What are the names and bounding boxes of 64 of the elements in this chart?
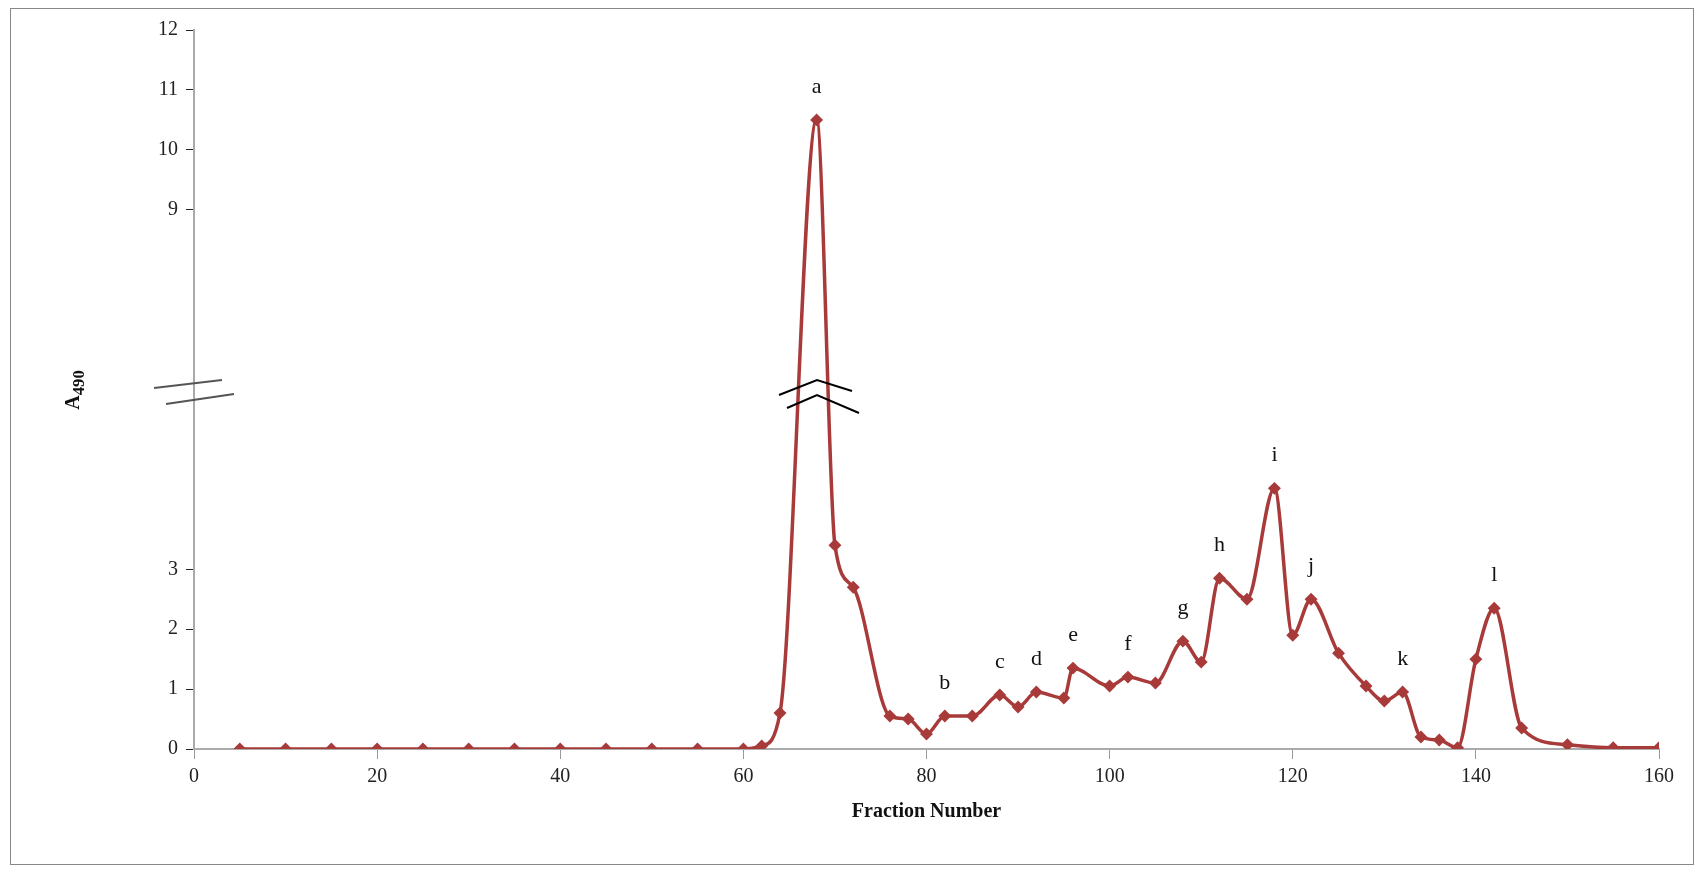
annotation: k xyxy=(1397,644,1409,670)
point xyxy=(1103,680,1116,692)
annotation: j xyxy=(1307,551,1315,577)
annotation: b xyxy=(939,668,951,694)
point xyxy=(1149,677,1162,689)
y-tick-label: 12 xyxy=(158,17,178,40)
point xyxy=(1268,482,1281,495)
point xyxy=(1360,680,1372,692)
x-tick-label: 60 xyxy=(733,764,754,787)
point xyxy=(1213,572,1226,584)
y-tick-label: 1 xyxy=(168,676,178,699)
point xyxy=(829,539,841,552)
point xyxy=(1470,653,1482,665)
point xyxy=(1030,686,1043,698)
point xyxy=(1012,701,1024,713)
point xyxy=(1415,731,1427,743)
y-tick-label: 9 xyxy=(168,197,178,219)
annotation: e xyxy=(1068,620,1078,646)
x-tick-label: 120 xyxy=(1277,764,1308,787)
y-tick-label: 2 xyxy=(168,616,178,639)
annotation: i xyxy=(1271,441,1278,467)
point xyxy=(1287,629,1299,641)
point xyxy=(939,710,951,722)
point xyxy=(1067,662,1079,674)
y-tick-label: 10 xyxy=(158,137,178,160)
annotation: f xyxy=(1124,629,1133,655)
point xyxy=(774,707,786,719)
point xyxy=(920,728,933,740)
x-tick-label: 0 xyxy=(189,764,199,787)
point xyxy=(1488,602,1500,614)
annotation: l xyxy=(1491,560,1498,586)
point xyxy=(1195,656,1207,668)
x-tick-label: 100 xyxy=(1094,764,1125,787)
annotation: a xyxy=(811,72,822,98)
point xyxy=(1332,647,1345,659)
x-tick-label: 80 xyxy=(916,764,937,787)
point xyxy=(1433,734,1445,746)
x-tick-label: 140 xyxy=(1460,764,1491,787)
point xyxy=(1177,635,1189,647)
y-tick-label: 0 xyxy=(168,736,178,759)
point xyxy=(1058,692,1070,704)
point xyxy=(966,710,979,722)
point xyxy=(1241,593,1253,605)
x-tick-label: 40 xyxy=(550,764,571,787)
point xyxy=(884,710,896,722)
point xyxy=(994,689,1006,701)
point xyxy=(1561,739,1574,749)
point xyxy=(847,581,859,593)
x-tick-label: 20 xyxy=(367,764,388,787)
point xyxy=(810,114,823,126)
annotation: d xyxy=(1030,644,1042,670)
y-tick-label: 3 xyxy=(168,556,178,579)
x-axis-title: Fraction Number xyxy=(851,799,1002,822)
y-tick-label: 11 xyxy=(158,77,178,100)
x-tick-label: 160 xyxy=(1644,764,1674,787)
point xyxy=(902,713,914,725)
point xyxy=(1396,686,1409,698)
annotation: c xyxy=(994,647,1005,673)
annotation: h xyxy=(1214,531,1225,557)
point xyxy=(1378,695,1391,707)
point xyxy=(1515,722,1528,734)
point xyxy=(1305,593,1317,605)
annotation: g xyxy=(1177,593,1189,619)
point xyxy=(1122,671,1134,683)
